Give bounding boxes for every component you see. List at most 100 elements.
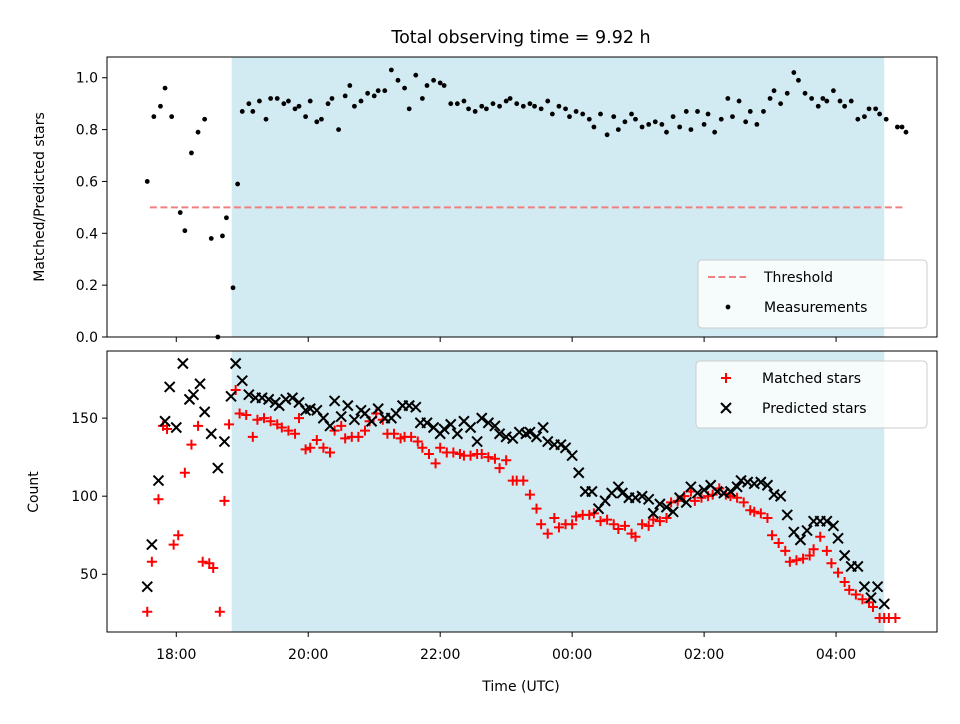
predicted-star-point [530,431,543,443]
x-tick-label: 20:00 [288,647,328,663]
measurement-point [545,98,551,104]
measurement-point [848,98,854,104]
predicted-star-point [324,420,336,432]
matched-star-point [448,447,459,458]
predicted-star-point [832,532,844,545]
legend-predicted-marker [720,402,732,414]
matched-star-point [595,516,606,527]
matched-star-point [208,562,219,573]
matched-star-point [791,555,802,566]
measurement-point [899,124,905,130]
matched-star-point [767,530,778,541]
matched-star-point [815,531,826,542]
measurement-point [257,98,262,104]
measurement-point [580,111,586,117]
measurement-point [431,77,436,83]
measurement-point [358,98,364,104]
predicted-star-point [304,403,316,415]
predicted-star-point [654,498,666,510]
measurement-point [629,111,634,117]
matched-star-point [489,453,500,464]
measurement-point [388,67,394,73]
bottom-series-x [141,357,890,610]
matched-star-point [630,531,641,542]
predicted-star-point [542,435,554,448]
matched-star-point [804,550,815,561]
measurement-point [235,181,241,187]
matched-star-point [305,442,316,453]
matched-star-point [531,503,542,514]
measurement-point [466,106,471,112]
bottom-legend: Matched stars Predicted stars [695,360,928,429]
predicted-star-point [735,474,747,487]
x-tick-label: 02:00 [684,647,724,663]
predicted-star-point [500,431,512,443]
predicted-star-point [236,374,248,387]
measurement-point [683,109,689,114]
predicted-star-point [673,492,686,504]
measurement-point [743,119,749,125]
measurement-point [895,124,900,130]
predicted-star-point [205,428,217,440]
measurement-point [437,80,443,86]
matched-star-point [850,589,861,600]
measurement-point [705,111,711,117]
matched-star-point [162,424,173,435]
predicted-star-point [348,413,361,426]
measurement-point [454,101,460,107]
measurement-point [866,106,872,112]
matched-star-point [749,506,760,517]
measurement-point [158,103,163,109]
predicted-star-point [537,421,549,434]
measurement-point [220,233,225,239]
measurement-point [307,98,313,104]
matched-star-point [549,513,560,524]
measurement-point [296,103,302,109]
matched-star-point [219,495,230,506]
measurement-point [246,101,252,107]
legend-label: Measurements [764,300,867,316]
measurement-point [538,106,544,112]
bottom-legend-box [695,360,928,429]
measurement-point [274,96,280,101]
matched-star-point [808,544,819,555]
matched-star-point [318,442,329,453]
predicted-star-point [731,481,743,493]
measurement-point [347,83,353,88]
matched-star-point [518,475,529,486]
matched-star-point [265,416,276,427]
predicted-star-point [280,393,292,406]
predicted-star-point [647,507,660,520]
predicted-star-point [612,481,625,493]
bottom-y-tick-label: 150 [71,411,98,427]
measurement-point [604,132,610,138]
measurement-point [441,83,447,88]
predicted-star-point [801,524,813,537]
measurement-point [182,228,188,234]
measurement-point [419,96,425,101]
matched-star-point [259,413,270,424]
measurement-point [472,109,478,114]
predicted-star-point [476,412,488,424]
measurement-point [325,101,331,107]
matched-star-point [868,602,879,613]
measurement-point [329,96,335,101]
top-legend-box [697,259,928,329]
top-y-tick-label: 0.0 [76,330,98,346]
measurement-point [281,101,287,107]
predicted-star-point [698,484,710,496]
measurement-point [314,119,320,125]
measurement-point [224,215,229,221]
matched-star-point [359,425,370,436]
measurement-point [202,116,208,122]
measurement-point [791,70,797,75]
matched-star-point [230,385,241,396]
predicted-star-point [372,403,384,415]
predicted-star-point [493,428,506,440]
measurement-point [406,106,412,112]
measurement-point [802,90,808,96]
measurement-point [883,116,889,122]
legend-label: Predicted stars [762,401,867,417]
matched-star-point [311,434,322,445]
predicted-star-point [878,598,890,610]
